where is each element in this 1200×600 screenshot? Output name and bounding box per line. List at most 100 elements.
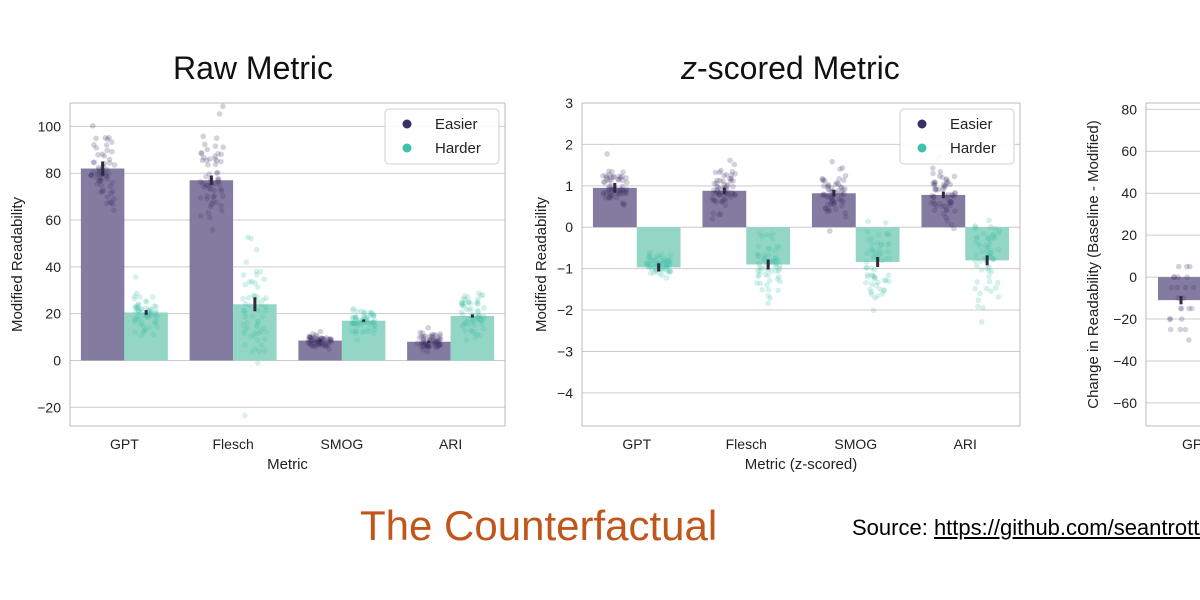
z-point-easier-ari	[944, 217, 950, 224]
z-bar-easier-smog	[811, 193, 856, 228]
raw-point-harder-gpt	[145, 313, 152, 320]
raw-point-easier-gpt	[107, 183, 114, 189]
z-ytick-label: −3	[557, 343, 573, 359]
z-point-easier-ari	[933, 185, 939, 192]
raw-point-easier-smog	[313, 343, 320, 350]
z-point-harder-smog	[883, 230, 890, 237]
raw-point-easier-gpt	[104, 136, 111, 143]
raw-point-easier-ari	[420, 346, 426, 353]
raw-ytick-label: 100	[38, 118, 62, 134]
z-bar-harder-smog	[855, 227, 900, 263]
z-point-easier-gpt	[615, 177, 622, 183]
z-point-harder-gpt	[663, 261, 669, 267]
z-point-easier-gpt	[608, 174, 614, 180]
z-point-easier-smog	[820, 177, 827, 183]
z-point-harder-ari	[975, 240, 982, 247]
raw-point-easier-gpt	[111, 162, 118, 168]
z-point-harder-flesch	[757, 280, 763, 287]
raw-point-harder-smog	[352, 330, 358, 337]
z-point-easier-gpt	[611, 173, 617, 180]
raw-point-easier-gpt	[104, 147, 110, 154]
raw-point-easier-smog	[325, 336, 331, 343]
raw-point-easier-ari	[418, 334, 425, 340]
raw-point-easier-ari	[429, 336, 436, 343]
z-point-easier-gpt	[605, 187, 612, 193]
raw-point-harder-smog	[371, 326, 378, 332]
raw-point-easier-flesch	[218, 202, 224, 209]
z-point-harder-smog	[879, 290, 886, 297]
z-point-easier-flesch	[714, 183, 720, 190]
raw-point-harder-smog	[354, 322, 360, 328]
raw-point-harder-smog	[371, 323, 378, 330]
raw-point-harder-flesch	[245, 295, 252, 301]
raw-point-easier-gpt	[95, 164, 102, 171]
z-point-harder-smog	[886, 255, 893, 261]
raw-point-harder-smog	[349, 314, 356, 321]
raw-point-easier-flesch	[206, 214, 213, 221]
z-point-easier-smog	[838, 197, 845, 204]
z-point-easier-smog	[825, 181, 832, 188]
change-point-easier-gpt	[1177, 326, 1184, 333]
z-point-harder-ari	[987, 238, 994, 244]
raw-point-harder-ari	[471, 322, 477, 328]
z-point-harder-flesch	[755, 253, 762, 259]
raw-point-harder-flesch	[257, 268, 264, 275]
raw-point-easier-smog	[318, 340, 324, 346]
z-point-harder-smog	[869, 235, 875, 242]
raw-point-harder-gpt	[153, 303, 159, 310]
raw-point-easier-flesch	[197, 212, 204, 219]
raw-point-harder-gpt	[142, 326, 149, 333]
z-point-easier-smog	[831, 200, 837, 207]
z-point-easier-ari	[932, 181, 938, 187]
raw-point-harder-flesch	[254, 318, 261, 325]
z-point-easier-ari	[939, 174, 946, 181]
raw-point-harder-flesch	[249, 349, 255, 355]
raw-bar-easier-ari	[407, 341, 451, 361]
z-point-harder-smog	[871, 273, 878, 280]
raw-point-harder-smog	[369, 310, 376, 317]
raw-point-harder-gpt	[138, 309, 144, 316]
z-point-easier-smog	[827, 188, 833, 195]
raw-point-harder-smog	[354, 337, 361, 343]
z-point-easier-flesch	[709, 195, 716, 201]
raw-point-harder-gpt	[134, 305, 140, 312]
raw-point-harder-ari	[462, 296, 468, 303]
z-ytick-label: −2	[557, 302, 573, 318]
z-point-harder-flesch	[777, 278, 783, 285]
raw-point-harder-flesch	[242, 342, 248, 348]
z-point-easier-ari	[937, 169, 944, 175]
z-point-harder-smog	[870, 254, 877, 261]
z-point-harder-flesch	[755, 243, 762, 250]
z-ytick-label: −4	[557, 385, 573, 401]
z-point-harder-smog	[868, 291, 875, 297]
raw-point-harder-ari	[479, 292, 486, 298]
raw-point-harder-smog	[350, 305, 357, 312]
raw-point-harder-gpt	[148, 306, 155, 313]
z-point-easier-ari	[948, 221, 954, 228]
z-point-harder-flesch	[753, 279, 760, 286]
raw-point-easier-ari	[420, 338, 427, 344]
raw-point-easier-smog	[309, 337, 316, 344]
raw-point-easier-smog	[311, 335, 318, 341]
z-point-harder-gpt	[651, 256, 658, 263]
change-ytick-label: 60	[1121, 143, 1137, 159]
raw-point-harder-smog	[350, 321, 356, 327]
z-point-easier-flesch	[713, 180, 720, 186]
raw-point-harder-flesch	[247, 302, 253, 309]
z-point-easier-smog	[837, 166, 843, 172]
z-point-easier-gpt	[623, 186, 630, 193]
raw-point-harder-ari	[459, 323, 466, 330]
z-point-harder-smog	[871, 266, 878, 273]
raw-point-easier-gpt	[105, 170, 112, 177]
raw-point-harder-gpt	[131, 296, 138, 302]
z-point-harder-smog	[872, 274, 878, 281]
source-link[interactable]: https://github.com/seantrott/	[933, 515, 1200, 540]
raw-point-easier-ari	[424, 342, 430, 349]
raw-point-easier-flesch	[201, 184, 207, 190]
raw-point-easier-gpt	[96, 170, 102, 177]
raw-point-easier-smog	[313, 333, 320, 339]
raw-point-easier-smog	[307, 334, 314, 341]
raw-point-easier-gpt	[104, 176, 111, 182]
raw-point-easier-gpt	[94, 181, 101, 187]
raw-point-harder-gpt	[131, 293, 138, 300]
